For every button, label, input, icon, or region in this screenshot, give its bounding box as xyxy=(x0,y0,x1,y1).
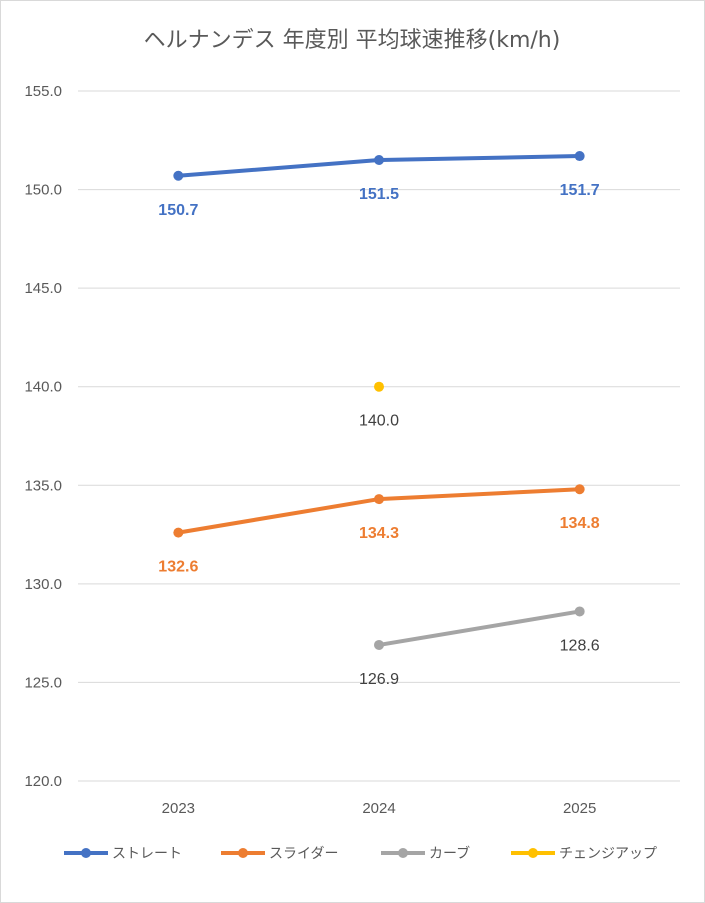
x-tick-label: 2024 xyxy=(362,800,395,817)
x-tick-label: 2023 xyxy=(162,800,195,817)
data-label: 151.5 xyxy=(359,186,399,203)
legend-label: スライダー xyxy=(269,846,338,862)
data-label: 134.3 xyxy=(359,525,399,542)
data-label: 140.0 xyxy=(359,413,399,430)
legend: ストレート スライダー カーブ チェンジアップ xyxy=(64,845,657,862)
data-point xyxy=(374,639,384,650)
y-tick-label: 125.0 xyxy=(24,674,62,691)
chart-title: ヘルナンデス 年度別 平均球速推移(km/h) xyxy=(144,28,561,53)
data-label: 151.7 xyxy=(560,182,600,199)
data-point xyxy=(173,527,184,538)
gridlines xyxy=(78,90,680,782)
legend-label: チェンジアップ xyxy=(559,846,657,862)
data-point xyxy=(574,151,585,162)
data-label: 126.9 xyxy=(359,671,399,688)
series-layer xyxy=(173,151,585,650)
data-point xyxy=(574,484,585,495)
legend-swatch-marker xyxy=(81,848,91,858)
data-label: 150.7 xyxy=(158,202,198,219)
data-point xyxy=(374,494,384,505)
y-axis: 155.0 150.0 145.0 140.0 135.0 130.0 125.0 120.0 xyxy=(24,83,62,790)
data-label: 134.8 xyxy=(560,515,600,532)
legend-label: ストレート xyxy=(112,846,182,862)
data-label: 132.6 xyxy=(158,559,198,576)
legend-swatch-marker xyxy=(398,848,408,858)
data-point xyxy=(574,606,585,617)
y-tick-label: 120.0 xyxy=(24,773,62,790)
y-tick-label: 155.0 xyxy=(24,83,62,100)
y-tick-label: 145.0 xyxy=(24,280,62,297)
series-line xyxy=(377,609,582,647)
data-point xyxy=(374,155,384,165)
legend-swatch-marker xyxy=(238,848,248,858)
data-point xyxy=(173,170,184,181)
x-tick-label: 2025 xyxy=(563,800,596,817)
y-tick-label: 140.0 xyxy=(24,379,62,396)
data-labels: 150.7 151.5 151.7 132.6 134.3 134.8 126.9 128.6… xyxy=(158,182,599,688)
x-axis: 2023 2024 2025 xyxy=(162,800,597,817)
data-label: 128.6 xyxy=(560,637,600,654)
legend-label: カーブ xyxy=(429,845,470,862)
legend-swatch-marker xyxy=(528,848,538,858)
data-point xyxy=(374,381,384,392)
y-tick-label: 135.0 xyxy=(24,477,62,494)
y-tick-label: 130.0 xyxy=(24,576,62,593)
y-tick-label: 150.0 xyxy=(24,182,62,199)
